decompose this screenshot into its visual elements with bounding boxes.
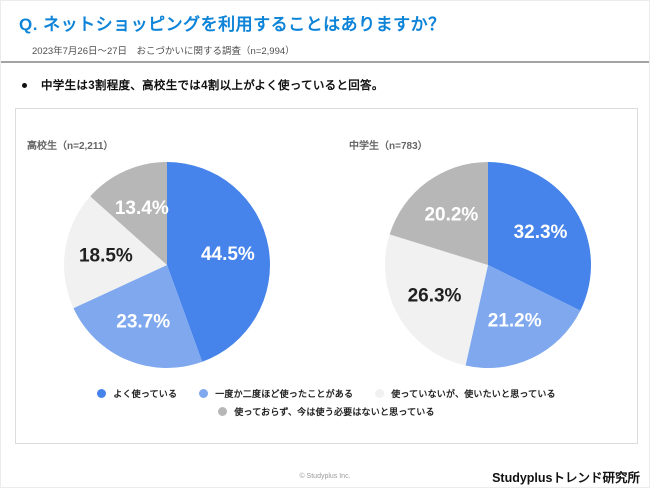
pie-slice-label: 18.5% xyxy=(79,245,133,266)
legend-row-2: 使っておらず、今は使う必要はないと思っている xyxy=(16,405,637,418)
legend-item: よく使っている xyxy=(97,387,177,400)
pie-slice-label: 44.5% xyxy=(201,244,255,265)
pie-slice xyxy=(488,162,591,311)
legend-item: 使っていないが、使いたいと思っている xyxy=(375,387,556,400)
pie-chart-highschool: 44.5% 23.7% 18.5% 13.4% xyxy=(64,162,270,368)
chart-legend: よく使っている 一度か二度ほど使ったことがある 使っていないが、使いたいと思って… xyxy=(16,387,637,423)
survey-subtitle: 2023年7月26日～27日 おこづかいに関する調査（n=2,994） xyxy=(32,46,295,57)
pie-slice xyxy=(465,265,581,368)
header-divider xyxy=(1,61,649,63)
pie-slice-label: 20.2% xyxy=(424,205,478,226)
pie-slice-label: 13.4% xyxy=(115,198,169,219)
legend-swatch-icon xyxy=(375,389,385,398)
chart-panel: 高校生（n=2,211） 中学生（n=783） 44.5% 23.7% 18.5% 1… xyxy=(15,108,638,444)
brand-logo-text: Studyplusトレンド研究所 xyxy=(492,471,640,485)
legend-row-1: よく使っている 一度か二度ほど使ったことがある 使っていないが、使いたいと思って… xyxy=(16,387,637,400)
pie-slice-label: 32.3% xyxy=(514,222,568,243)
page-title: Q. ネットショッピングを利用することはありますか？ xyxy=(19,15,446,34)
pie-slice xyxy=(389,162,488,265)
chart-title-juniorhigh: 中学生（n=783） xyxy=(349,141,428,152)
pie-slice xyxy=(73,265,203,368)
legend-swatch-icon xyxy=(218,407,228,416)
pie-slice xyxy=(90,162,167,265)
legend-swatch-icon xyxy=(199,389,209,398)
bullet-icon xyxy=(22,82,27,88)
key-finding-text: 中学生は3割程度、高校生では4割以上がよく使っていると回答。 xyxy=(41,80,384,92)
copyright-text: © Studyplus Inc. xyxy=(299,473,351,480)
legend-label: 使っておらず、今は使う必要はないと思っている xyxy=(234,407,435,417)
pie-slice-label: 26.3% xyxy=(408,286,462,307)
pie-chart-juniorhigh: 32.3% 21.2% 26.3% 20.2% xyxy=(384,162,591,368)
pie-slice xyxy=(64,196,167,309)
legend-item: 一度か二度ほど使ったことがある xyxy=(199,387,353,400)
pie-slice xyxy=(167,162,270,362)
pie-slice-label: 23.7% xyxy=(116,312,170,333)
legend-label: 使っていないが、使いたいと思っている xyxy=(391,389,556,399)
legend-label: 一度か二度ほど使ったことがある xyxy=(215,389,354,399)
legend-label: よく使っている xyxy=(113,389,178,399)
pie-slice-label: 21.2% xyxy=(488,310,542,331)
legend-item: 使っておらず、今は使う必要はないと思っている xyxy=(218,405,435,418)
legend-swatch-icon xyxy=(97,389,107,398)
key-finding-row: 中学生は3割程度、高校生では4割以上がよく使っていると回答。 xyxy=(22,77,384,93)
chart-title-highschool: 高校生（n=2,211） xyxy=(27,141,114,152)
pie-slice xyxy=(384,234,488,366)
